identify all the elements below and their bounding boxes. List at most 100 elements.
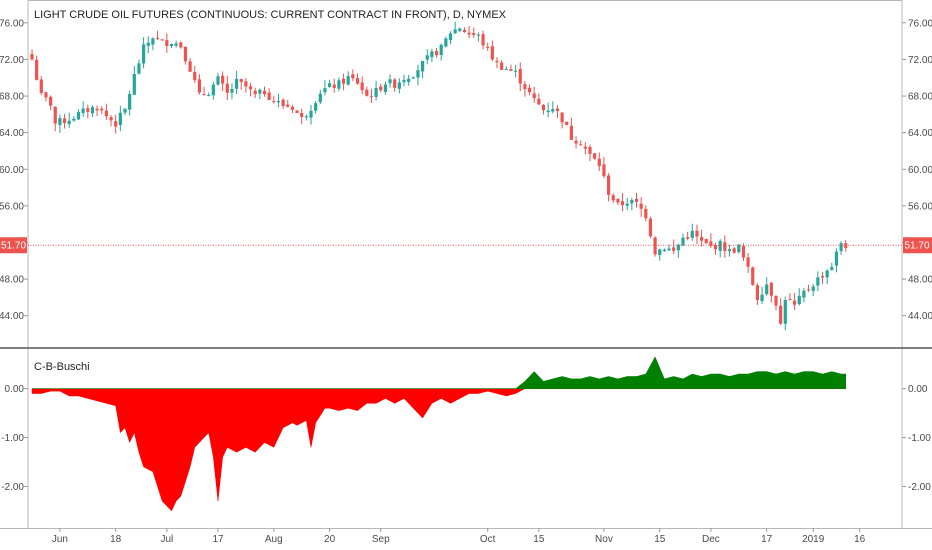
candle-body (225, 83, 229, 93)
candle-body (72, 118, 76, 121)
candle-body (314, 103, 318, 111)
candle-body (718, 240, 722, 251)
indicator-left-tick-label: 0.00 (5, 384, 25, 395)
candle-body (318, 93, 322, 103)
candle-body (583, 146, 587, 149)
candle-body (713, 244, 718, 250)
time-tick-label: 2019 (802, 534, 825, 545)
candle-body (593, 153, 597, 159)
time-tick-label: Nov (595, 534, 613, 545)
candle-body (569, 125, 573, 140)
candle-body (551, 109, 555, 112)
candle-body (230, 88, 234, 93)
candle-body (639, 203, 643, 209)
time-tick-label: 15 (533, 534, 545, 545)
candle-body (118, 112, 122, 125)
candle-body (602, 164, 606, 177)
candle-body (239, 79, 243, 82)
candle-body (132, 73, 136, 95)
candle-body (430, 51, 434, 58)
indicator-left-tick-label: -1.00 (1, 433, 24, 444)
candle-body (783, 299, 787, 324)
candle-body (611, 195, 615, 201)
time-tick-label: Jul (160, 534, 173, 545)
candle-body (751, 267, 755, 285)
candle-body (272, 101, 276, 103)
candle-body (197, 79, 201, 93)
candle-body (476, 34, 480, 36)
candle-body (667, 248, 671, 251)
candle-body (262, 90, 267, 95)
candle-body (504, 68, 508, 70)
indicator-right-tick-label: -1.00 (908, 433, 931, 444)
candle-body (267, 92, 271, 100)
candle-body (481, 34, 485, 46)
candle-body (30, 54, 34, 60)
indicator-negative-area (31, 388, 846, 512)
candle-body (416, 70, 420, 78)
candle-body (723, 242, 727, 251)
time-tick-label: Jun (52, 534, 68, 545)
candle-body (774, 296, 778, 306)
candle-body (244, 81, 248, 87)
candle-body (160, 39, 164, 41)
candle-body (86, 108, 90, 112)
time-tick-label: 18 (110, 534, 122, 545)
candle-body (304, 116, 308, 118)
candle-body (625, 203, 629, 206)
last-price-label-right: 51.70 (904, 241, 929, 252)
candle-body (174, 43, 178, 46)
candle-body (346, 76, 350, 85)
candle-body (620, 201, 625, 206)
price-right-tick-label: 64.00 (908, 128, 932, 139)
candle-body (35, 59, 39, 80)
time-tick-label: 17 (761, 534, 773, 545)
candle-body (676, 244, 680, 251)
candle-body (467, 32, 471, 35)
candle-body (658, 249, 662, 255)
candle-body (695, 230, 699, 237)
last-price-tag-right (903, 237, 932, 254)
candle-body (281, 99, 285, 107)
price-right-tick-label: 68.00 (908, 92, 932, 103)
candle-body (211, 84, 215, 96)
candle-body (802, 290, 806, 298)
candle-body (90, 107, 95, 114)
candle-body (188, 61, 192, 72)
price-left-tick-label: 56.00 (0, 201, 24, 212)
candle-body (500, 62, 504, 70)
candle-body (672, 247, 676, 251)
candle-body (509, 69, 513, 71)
indicator-positive-area (32, 356, 846, 389)
candle-body (58, 118, 62, 125)
candle-body (169, 44, 174, 47)
candle-body (300, 113, 304, 117)
candle-body (137, 63, 141, 74)
candle-body (434, 50, 439, 56)
indicator-right-tick-label: 0.00 (908, 384, 928, 395)
candle-body (62, 118, 67, 124)
candle-body (630, 200, 634, 204)
price-right-tick-label: 76.00 (908, 18, 932, 29)
candle-body (248, 86, 253, 90)
candle-body (765, 284, 769, 295)
candle-body (202, 94, 206, 96)
indicator-right-tick-label: -2.00 (908, 482, 931, 493)
candle-body (732, 248, 736, 253)
candle-body (662, 249, 666, 252)
candle-body (44, 92, 48, 98)
price-left-tick-label: 64.00 (0, 128, 24, 139)
candle-body (681, 237, 685, 246)
candle-body (379, 86, 383, 91)
candle-body (686, 237, 690, 239)
last-price-tag-left (0, 237, 27, 254)
candle-body (393, 79, 397, 88)
time-tick-label: Sep (372, 534, 390, 545)
candle-body (369, 96, 374, 98)
candle-body (39, 79, 43, 93)
price-right-tick-label: 44.00 (908, 311, 932, 322)
candle-body (514, 70, 518, 72)
candle-body (779, 305, 783, 324)
candle-body (253, 90, 257, 95)
